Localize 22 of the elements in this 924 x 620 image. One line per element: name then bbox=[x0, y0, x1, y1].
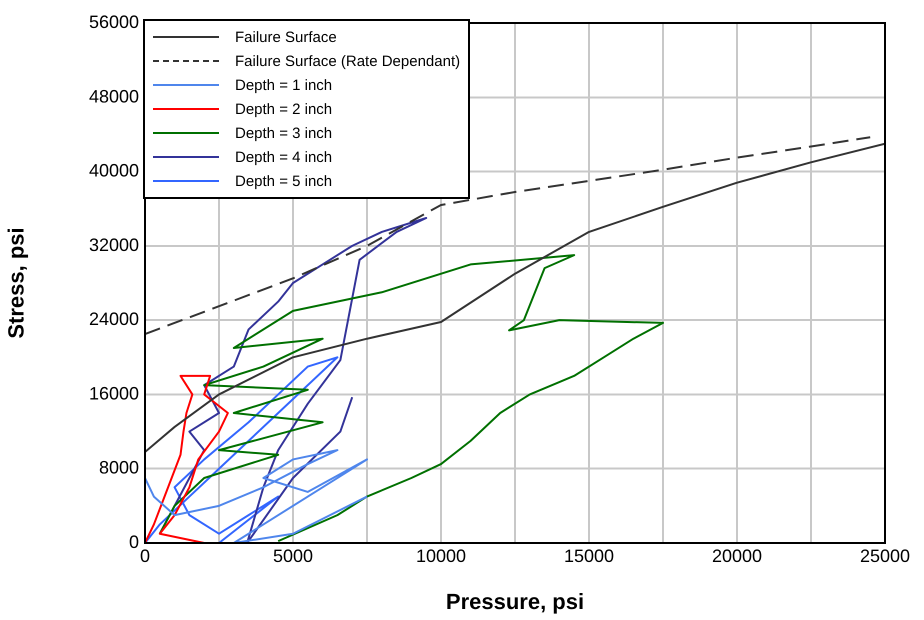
x-axis-title: Pressure, psi bbox=[446, 588, 584, 614]
y-tick-label: 32000 bbox=[88, 234, 139, 255]
y-tick-label: 56000 bbox=[88, 12, 139, 32]
legend-label: Depth = 2 inch bbox=[235, 100, 332, 118]
y-tick-label: 16000 bbox=[88, 383, 139, 404]
legend-label: Depth = 1 inch bbox=[235, 76, 332, 94]
legend-label: Depth = 4 inch bbox=[235, 148, 332, 166]
y-tick-label: 40000 bbox=[88, 160, 139, 181]
x-tick-label: 25000 bbox=[860, 546, 910, 566]
legend-label: Failure Surface (Rate Dependant) bbox=[235, 52, 460, 70]
y-tick-label: 48000 bbox=[88, 86, 139, 106]
x-tick-label: 15000 bbox=[564, 546, 614, 566]
legend-label: Depth = 3 inch bbox=[235, 124, 332, 142]
y-axis-title: Stress, psi bbox=[3, 227, 28, 339]
x-tick-label: 10000 bbox=[416, 546, 466, 566]
legend-label: Failure Surface bbox=[235, 28, 337, 46]
x-tick-label: 5000 bbox=[272, 546, 314, 566]
x-tick-label: 20000 bbox=[712, 546, 762, 566]
legend-label: Depth = 5 inch bbox=[235, 172, 332, 190]
y-tick-label: 8000 bbox=[98, 458, 139, 478]
y-tick-label: 0 bbox=[128, 532, 139, 552]
y-tick-label: 24000 bbox=[88, 309, 139, 330]
